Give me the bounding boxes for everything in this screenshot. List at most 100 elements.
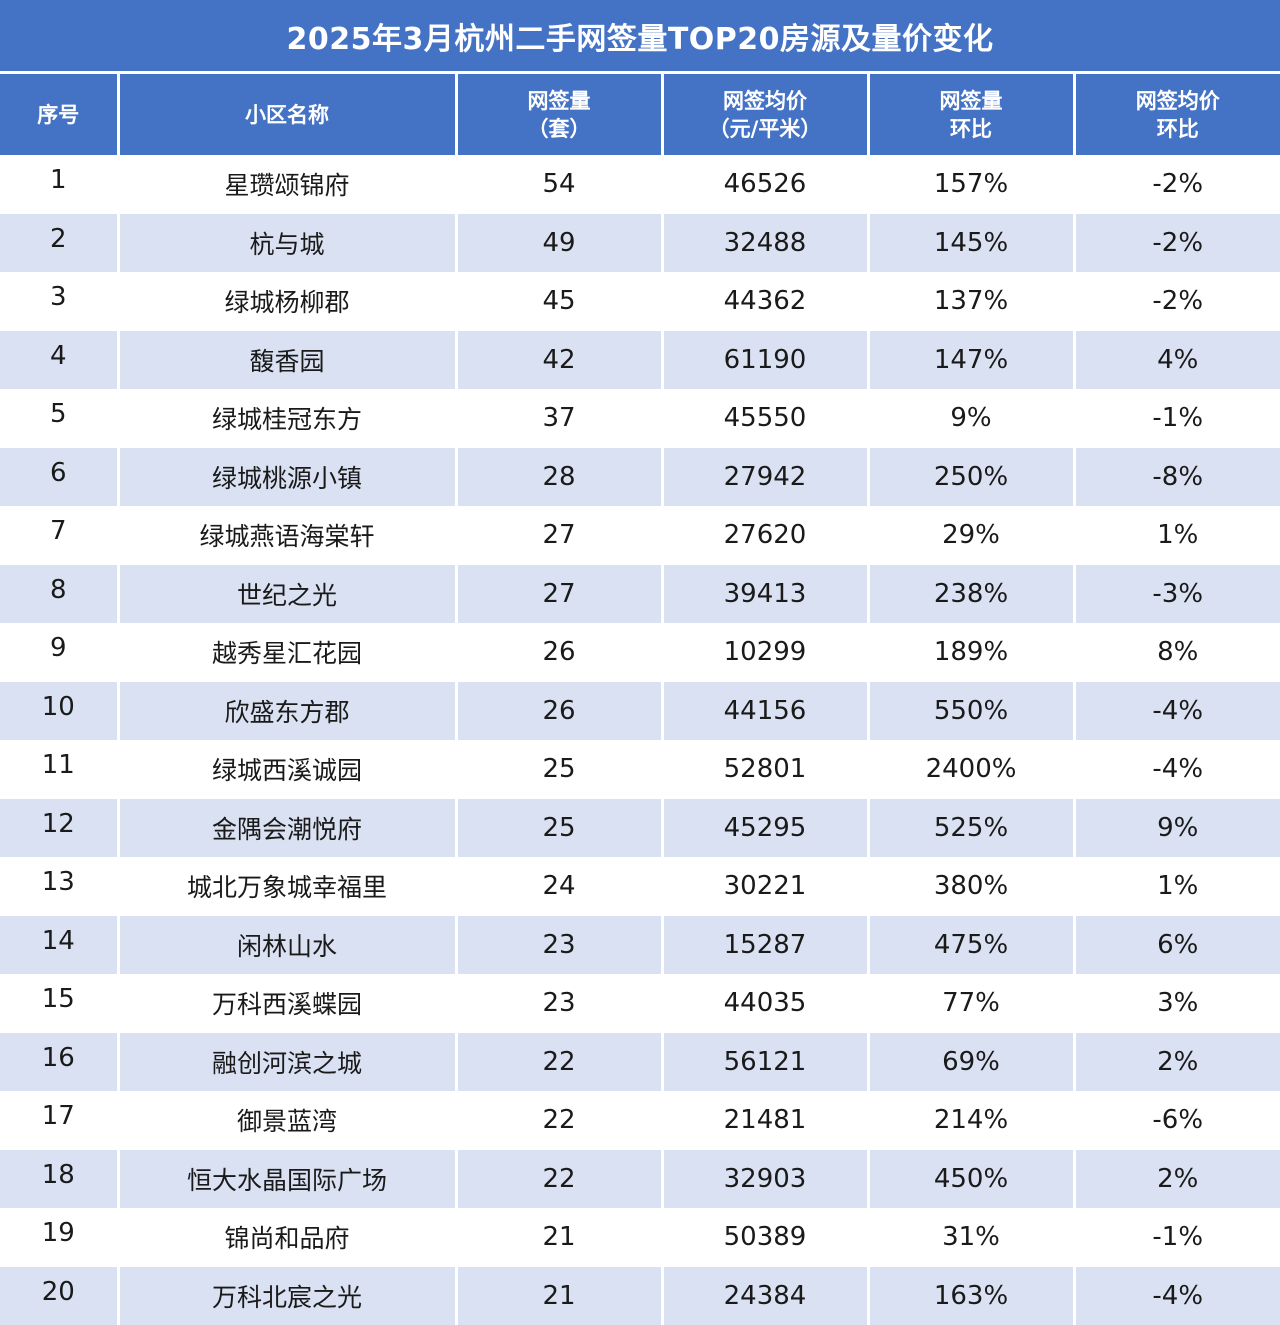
header-volume-line1: 网签量 bbox=[458, 87, 661, 115]
rank-cell: 19 bbox=[0, 1208, 118, 1267]
price-change-cell: -2% bbox=[1074, 272, 1280, 331]
table-title: 2025年3月杭州二手网签量TOP20房源及量价变化 bbox=[0, 0, 1280, 74]
volume-change-cell: 238% bbox=[868, 565, 1074, 624]
volume-cell: 22 bbox=[456, 1033, 662, 1092]
name-cell: 欣盛东方郡 bbox=[118, 682, 456, 741]
price-cell: 45295 bbox=[662, 799, 868, 858]
name-cell: 绿城燕语海棠轩 bbox=[118, 506, 456, 565]
price-cell: 44156 bbox=[662, 682, 868, 741]
header-volume: 网签量 （套） bbox=[456, 74, 662, 155]
header-name-label: 小区名称 bbox=[245, 103, 329, 127]
header-price-change-line1: 网签均价 bbox=[1076, 87, 1280, 115]
header-rank-label: 序号 bbox=[37, 103, 79, 127]
price-cell: 27942 bbox=[662, 448, 868, 507]
volume-cell: 22 bbox=[456, 1150, 662, 1209]
header-price-line1: 网签均价 bbox=[664, 87, 867, 115]
price-cell: 44362 bbox=[662, 272, 868, 331]
price-cell: 32903 bbox=[662, 1150, 868, 1209]
volume-change-cell: 29% bbox=[868, 506, 1074, 565]
name-cell: 越秀星汇花园 bbox=[118, 623, 456, 682]
header-price-change: 网签均价 环比 bbox=[1074, 74, 1280, 155]
volume-change-cell: 380% bbox=[868, 857, 1074, 916]
volume-change-cell: 250% bbox=[868, 448, 1074, 507]
price-change-cell: 1% bbox=[1074, 506, 1280, 565]
volume-cell: 23 bbox=[456, 916, 662, 975]
name-cell: 绿城桂冠东方 bbox=[118, 389, 456, 448]
volume-change-cell: 214% bbox=[868, 1091, 1074, 1150]
price-change-cell: -4% bbox=[1074, 740, 1280, 799]
rank-cell: 13 bbox=[0, 857, 118, 916]
name-cell: 绿城西溪诚园 bbox=[118, 740, 456, 799]
price-cell: 56121 bbox=[662, 1033, 868, 1092]
name-cell: 锦尚和品府 bbox=[118, 1208, 456, 1267]
rank-cell: 3 bbox=[0, 272, 118, 331]
name-cell: 恒大水晶国际广场 bbox=[118, 1150, 456, 1209]
volume-cell: 24 bbox=[456, 857, 662, 916]
price-change-cell: -1% bbox=[1074, 1208, 1280, 1267]
rank-cell: 5 bbox=[0, 389, 118, 448]
price-change-cell: -2% bbox=[1074, 214, 1280, 273]
price-cell: 21481 bbox=[662, 1091, 868, 1150]
price-change-cell: -4% bbox=[1074, 1267, 1280, 1325]
volume-change-cell: 69% bbox=[868, 1033, 1074, 1092]
price-change-cell: -2% bbox=[1074, 155, 1280, 214]
header-name: 小区名称 bbox=[118, 74, 456, 155]
volume-change-cell: 145% bbox=[868, 214, 1074, 273]
volume-cell: 21 bbox=[456, 1267, 662, 1325]
price-change-cell: 8% bbox=[1074, 623, 1280, 682]
price-cell: 45550 bbox=[662, 389, 868, 448]
name-cell: 金隅会潮悦府 bbox=[118, 799, 456, 858]
header-rank: 序号 bbox=[0, 74, 118, 155]
price-cell: 52801 bbox=[662, 740, 868, 799]
volume-change-cell: 9% bbox=[868, 389, 1074, 448]
volume-change-cell: 77% bbox=[868, 974, 1074, 1033]
volume-cell: 42 bbox=[456, 331, 662, 390]
rank-cell: 10 bbox=[0, 682, 118, 741]
price-change-cell: 2% bbox=[1074, 1150, 1280, 1209]
rank-cell: 18 bbox=[0, 1150, 118, 1209]
price-change-cell: -6% bbox=[1074, 1091, 1280, 1150]
volume-cell: 45 bbox=[456, 272, 662, 331]
volume-change-cell: 525% bbox=[868, 799, 1074, 858]
rank-cell: 9 bbox=[0, 623, 118, 682]
table-sheet: 2025年3月杭州二手网签量TOP20房源及量价变化 序号 小区名称 网签量 （… bbox=[0, 0, 1280, 1175]
volume-change-cell: 189% bbox=[868, 623, 1074, 682]
rank-cell: 20 bbox=[0, 1267, 118, 1325]
price-change-cell: 4% bbox=[1074, 331, 1280, 390]
rank-cell: 16 bbox=[0, 1033, 118, 1092]
header-volume-line2: （套） bbox=[458, 115, 661, 143]
volume-cell: 21 bbox=[456, 1208, 662, 1267]
header-price-line2: （元/平米） bbox=[664, 115, 867, 143]
rank-cell: 14 bbox=[0, 916, 118, 975]
price-cell: 61190 bbox=[662, 331, 868, 390]
rank-cell: 17 bbox=[0, 1091, 118, 1150]
header-price-change-line2: 环比 bbox=[1076, 115, 1280, 143]
volume-cell: 54 bbox=[456, 155, 662, 214]
volume-change-cell: 147% bbox=[868, 331, 1074, 390]
name-cell: 融创河滨之城 bbox=[118, 1033, 456, 1092]
name-cell: 城北万象城幸福里 bbox=[118, 857, 456, 916]
rank-cell: 7 bbox=[0, 506, 118, 565]
volume-cell: 27 bbox=[456, 506, 662, 565]
volume-change-cell: 31% bbox=[868, 1208, 1074, 1267]
volume-cell: 26 bbox=[456, 682, 662, 741]
header-volume-change: 网签量 环比 bbox=[868, 74, 1074, 155]
header-volume-change-line1: 网签量 bbox=[870, 87, 1073, 115]
volume-cell: 23 bbox=[456, 974, 662, 1033]
volume-cell: 27 bbox=[456, 565, 662, 624]
volume-cell: 22 bbox=[456, 1091, 662, 1150]
header-volume-change-line2: 环比 bbox=[870, 115, 1073, 143]
volume-change-cell: 475% bbox=[868, 916, 1074, 975]
price-cell: 44035 bbox=[662, 974, 868, 1033]
